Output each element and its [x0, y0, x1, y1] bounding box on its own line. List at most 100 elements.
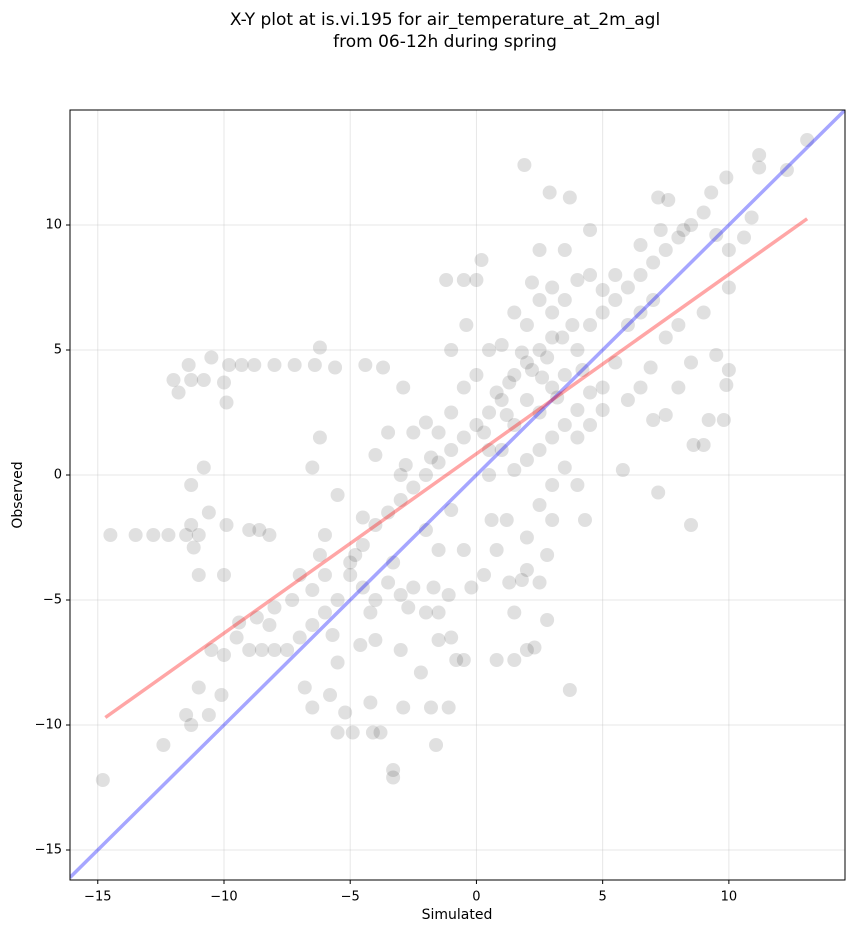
point: [444, 503, 459, 517]
point: [280, 643, 295, 657]
point: [368, 593, 383, 607]
point: [267, 600, 282, 615]
point: [234, 358, 249, 372]
point: [620, 318, 635, 332]
point: [719, 170, 734, 185]
point: [196, 460, 211, 475]
point: [262, 528, 277, 542]
point: [444, 405, 459, 420]
point: [671, 230, 686, 245]
point: [355, 510, 370, 525]
point: [262, 618, 277, 632]
point: [464, 580, 479, 595]
point: [532, 498, 547, 512]
point: [201, 708, 216, 722]
point: [800, 133, 815, 147]
point: [456, 273, 471, 287]
point: [646, 255, 661, 270]
point: [317, 528, 332, 542]
point: [232, 615, 247, 630]
plot-area: [70, 110, 845, 879]
point: [358, 358, 373, 372]
point: [507, 418, 522, 432]
x-tick-label: −5: [341, 890, 360, 905]
point: [570, 343, 585, 357]
point: [353, 638, 368, 652]
point: [489, 385, 504, 400]
point: [214, 688, 229, 702]
point: [545, 478, 560, 492]
point: [507, 463, 522, 477]
point: [317, 568, 332, 582]
point: [499, 408, 514, 422]
point: [557, 293, 572, 307]
point: [191, 680, 206, 695]
point: [459, 318, 474, 332]
point: [527, 640, 542, 655]
y-tick-label: 5: [54, 343, 62, 358]
point: [363, 605, 378, 620]
point: [489, 653, 504, 667]
point: [431, 455, 446, 470]
point: [386, 770, 401, 785]
point: [406, 425, 421, 440]
point: [684, 355, 699, 370]
point: [570, 478, 585, 492]
point: [184, 718, 199, 732]
point: [381, 425, 396, 440]
point: [519, 355, 534, 370]
point: [431, 633, 446, 647]
point: [494, 393, 509, 407]
point: [524, 363, 539, 377]
point: [254, 643, 269, 657]
point: [305, 700, 320, 715]
point: [444, 343, 459, 357]
point: [721, 363, 736, 377]
point: [583, 385, 598, 400]
y-tick-label: −5: [43, 593, 62, 608]
point: [184, 518, 199, 532]
point: [643, 360, 658, 375]
y-tick-label: 0: [54, 468, 62, 483]
point: [441, 588, 456, 602]
point: [393, 588, 408, 602]
point: [204, 643, 219, 657]
point: [441, 700, 456, 715]
point: [557, 460, 572, 475]
point: [396, 380, 411, 395]
y-tick-label: 10: [45, 218, 62, 233]
point: [477, 568, 492, 582]
point: [146, 528, 161, 542]
point: [577, 513, 592, 527]
point: [651, 190, 666, 205]
point: [406, 480, 421, 495]
y-axis-label: Observed: [10, 461, 26, 528]
point: [252, 523, 267, 537]
point: [166, 373, 181, 387]
point: [242, 643, 257, 657]
point: [242, 523, 257, 537]
point: [363, 695, 378, 710]
point: [583, 268, 598, 282]
point: [671, 318, 686, 332]
point: [658, 408, 673, 422]
point: [393, 643, 408, 657]
point: [633, 268, 648, 282]
point: [651, 485, 666, 500]
point: [171, 385, 186, 400]
point: [545, 380, 560, 395]
point: [737, 230, 752, 245]
point: [502, 375, 517, 390]
point: [368, 633, 383, 647]
grid: [70, 110, 845, 880]
point: [469, 368, 484, 382]
point: [204, 350, 219, 365]
point: [423, 700, 438, 715]
point: [328, 360, 343, 375]
point: [608, 268, 623, 282]
point: [545, 430, 560, 445]
point: [704, 185, 719, 200]
point: [287, 358, 302, 372]
point: [184, 478, 199, 492]
